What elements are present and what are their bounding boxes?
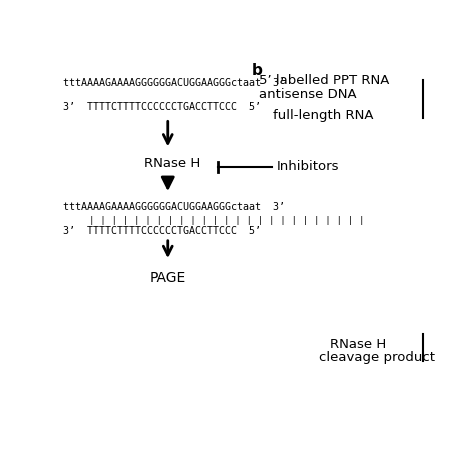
Text: cleavage product: cleavage product: [319, 351, 435, 364]
Text: b: b: [251, 63, 262, 78]
Text: tttAAAAGAAAAGGGGGGACUGGAAGGGctaat  3’: tttAAAAGAAAAGGGGGGACUGGAAGGGctaat 3’: [63, 201, 285, 211]
Text: tttAAAAGAAAAGGGGGGACUGGAAGGGctaat  3’: tttAAAAGAAAAGGGGGGACUGGAAGGGctaat 3’: [63, 78, 285, 89]
Text: full-length RNA: full-length RNA: [273, 109, 374, 122]
Text: 3’  TTTTCTTTTCCCCCCTGACCTTCCC  5’: 3’ TTTTCTTTTCCCCCCTGACCTTCCC 5’: [63, 226, 261, 236]
Text: RNase H: RNase H: [330, 338, 387, 351]
Text: | | | | | | | | | | | | | | | | | | | | | | | | |: | | | | | | | | | | | | | | | | | | | | …: [89, 216, 365, 225]
Text: Inhibitors: Inhibitors: [276, 161, 339, 173]
Text: PAGE: PAGE: [150, 271, 186, 285]
Text: antisense DNA: antisense DNA: [259, 88, 357, 100]
Text: 5’ labelled PPT RNA: 5’ labelled PPT RNA: [259, 74, 390, 87]
Text: 3’  TTTTCTTTTCCCCCCTGACCTTCCC  5’: 3’ TTTTCTTTTCCCCCCTGACCTTCCC 5’: [63, 101, 261, 111]
Text: RNase H: RNase H: [145, 157, 201, 170]
